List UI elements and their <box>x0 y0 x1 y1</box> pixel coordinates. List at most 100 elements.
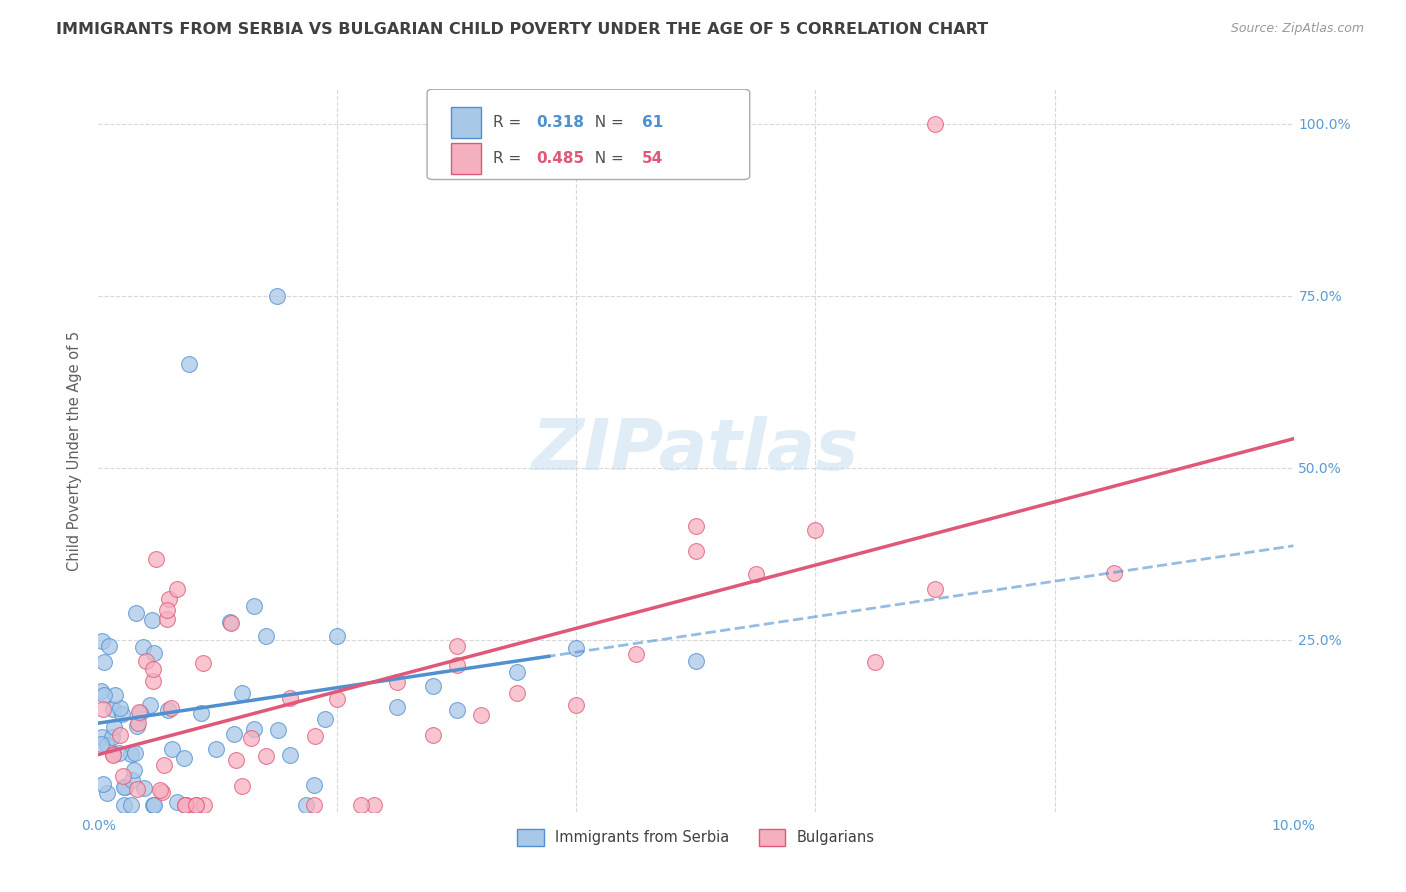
Point <box>239 731 262 745</box>
Point <box>326 629 349 643</box>
Point <box>142 673 165 688</box>
Point <box>127 781 149 796</box>
Point <box>134 780 156 795</box>
Point <box>101 748 124 763</box>
Point <box>219 615 242 630</box>
FancyBboxPatch shape <box>451 107 481 137</box>
Point <box>278 747 301 762</box>
Point <box>446 703 468 717</box>
Point <box>100 730 122 744</box>
Point <box>142 662 165 676</box>
Point <box>129 706 152 721</box>
Point <box>422 728 444 742</box>
Point <box>150 785 173 799</box>
Point <box>924 117 946 131</box>
Point <box>108 747 131 761</box>
Point <box>103 747 125 762</box>
Text: N =: N = <box>585 115 628 130</box>
Point <box>804 523 827 537</box>
FancyBboxPatch shape <box>451 144 481 174</box>
Point <box>127 715 149 730</box>
Point <box>135 654 157 668</box>
Point <box>924 582 946 597</box>
Point <box>626 647 648 661</box>
Point <box>302 797 325 812</box>
Point <box>350 797 373 812</box>
Point <box>219 615 242 629</box>
Point <box>111 769 134 783</box>
Point <box>142 797 165 812</box>
Point <box>142 797 165 812</box>
Point <box>745 567 768 582</box>
Point <box>565 640 588 655</box>
Point <box>243 722 266 736</box>
Point <box>326 692 349 706</box>
Point <box>302 778 325 792</box>
Point <box>166 582 188 596</box>
Point <box>157 591 180 606</box>
Point <box>96 738 118 752</box>
Text: Source: ZipAtlas.com: Source: ZipAtlas.com <box>1230 22 1364 36</box>
Point <box>193 797 215 812</box>
Point <box>446 639 468 653</box>
Point <box>446 658 468 673</box>
Point <box>1104 566 1126 581</box>
Point <box>157 703 180 717</box>
Point <box>685 654 707 668</box>
Point <box>152 757 174 772</box>
Point <box>120 797 142 812</box>
Point <box>176 797 198 812</box>
Point <box>114 780 136 794</box>
Point <box>385 675 409 690</box>
Point <box>125 606 148 620</box>
Point <box>160 742 183 756</box>
Point <box>90 684 112 698</box>
Point <box>93 689 115 703</box>
Point <box>91 702 114 716</box>
Point <box>91 777 114 791</box>
Point <box>98 639 121 653</box>
Text: R =: R = <box>494 151 526 166</box>
Point <box>127 718 149 732</box>
Point <box>110 707 132 722</box>
Point <box>124 746 146 760</box>
Point <box>132 640 155 654</box>
Point <box>174 797 197 812</box>
Point <box>101 702 124 716</box>
Point <box>114 780 136 794</box>
Point <box>267 723 290 737</box>
Text: N =: N = <box>585 151 628 166</box>
Point <box>90 737 112 751</box>
Point <box>104 688 127 702</box>
Point <box>141 613 163 627</box>
Point <box>278 691 301 706</box>
Point <box>225 753 247 767</box>
FancyBboxPatch shape <box>427 89 749 179</box>
Point <box>385 699 409 714</box>
Point <box>128 705 150 719</box>
Point <box>160 700 183 714</box>
Point <box>156 611 179 625</box>
Point <box>295 797 318 812</box>
Point <box>145 552 167 566</box>
Point <box>93 655 115 669</box>
Point <box>149 783 172 797</box>
Point <box>91 731 114 745</box>
Point <box>254 749 277 764</box>
Point <box>90 633 112 648</box>
Point <box>231 686 253 700</box>
Point <box>315 712 337 726</box>
Point <box>231 779 253 793</box>
Point <box>108 728 131 742</box>
Point <box>120 747 142 761</box>
Point <box>506 665 529 679</box>
Point <box>166 795 188 809</box>
Y-axis label: Child Poverty Under the Age of 5: Child Poverty Under the Age of 5 <box>67 330 83 571</box>
Point <box>110 700 132 714</box>
Text: 0.485: 0.485 <box>536 151 583 166</box>
Text: R =: R = <box>494 115 526 130</box>
Point <box>122 763 145 777</box>
Text: 54: 54 <box>643 151 664 166</box>
Point <box>304 729 326 743</box>
Point <box>470 708 492 723</box>
